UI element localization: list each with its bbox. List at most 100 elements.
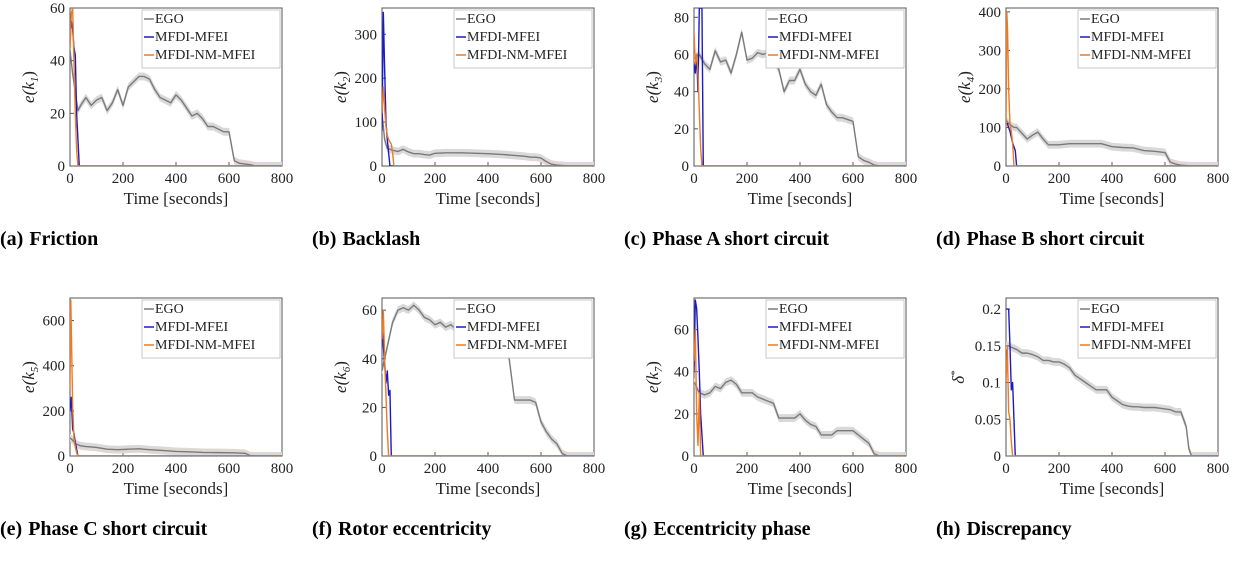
ego-confidence-band — [70, 46, 282, 166]
subplot-c: 0 200 400 600 800 0 20 40 60 80 Time [seconds] e(k3… — [624, 0, 924, 275]
y-tick-label: 80 — [674, 10, 689, 26]
x-tick-label: 0 — [66, 461, 74, 477]
caption-text: Phase A short circuit — [652, 228, 830, 250]
y-axis-label: e(k3) — [643, 71, 665, 103]
legend-label: MFDI-NM-MFEI — [1091, 48, 1192, 63]
ego-confidence-band — [694, 28, 906, 166]
y-tick-label: 60 — [674, 323, 689, 339]
x-tick-label: 0 — [66, 171, 74, 187]
x-axis-label: Time [seconds] — [436, 479, 541, 498]
caption-label: (h) — [936, 518, 961, 540]
y-tick-label: 0.1 — [982, 376, 1001, 392]
x-axis-label: Time [seconds] — [1060, 189, 1165, 208]
legend-label: MFDI-NM-MFEI — [467, 48, 568, 63]
y-tick-label: 0.2 — [982, 302, 1001, 318]
series-line-mfdi-nm-mfei — [382, 86, 594, 166]
series-group — [694, 8, 906, 166]
x-tick-label: 600 — [218, 461, 241, 477]
legend-label: EGO — [1091, 12, 1120, 27]
x-tick-label: 200 — [1048, 461, 1071, 477]
subplot-caption: (g) Eccentricity phase — [624, 518, 924, 541]
legend-box — [141, 9, 281, 69]
subplot-b: 0 200 400 600 800 0 100 200 300 Time [seconds] e(k… — [312, 0, 612, 275]
subplot-h: 0 200 400 600 800 0 0.05 0.1 0.15 0.2 Time [second… — [936, 290, 1236, 565]
y-tick-label: 400 — [43, 359, 66, 375]
series-line-mfdi-nm-mfei — [1006, 345, 1218, 456]
x-tick-label: 400 — [1101, 171, 1124, 187]
legend-box — [1077, 9, 1217, 69]
y-tick-label: 0 — [682, 159, 690, 175]
series-line-ego — [694, 31, 906, 166]
x-tick-label: 400 — [1101, 461, 1124, 477]
y-tick-label: 20 — [50, 106, 65, 122]
x-tick-label: 800 — [895, 171, 918, 187]
ego-confidence-band — [1006, 115, 1218, 166]
x-tick-label: 600 — [842, 461, 865, 477]
caption-text: Discrepancy — [966, 518, 1072, 540]
y-axis-label: e(k6) — [331, 361, 353, 393]
x-tick-label: 200 — [424, 171, 447, 187]
series-group — [1006, 11, 1218, 166]
y-tick-label: 300 — [355, 27, 378, 43]
x-tick-label: 400 — [477, 171, 500, 187]
series-line-mfdi-mfei — [70, 20, 282, 166]
subplot-f: 0 200 400 600 800 0 20 40 60 Time [seconds] e(k6) E… — [312, 290, 612, 565]
y-axis-label: e(k4) — [955, 71, 977, 103]
series-line-mfdi-nm-mfei — [694, 32, 906, 166]
legend-label: MFDI-MFEI — [779, 320, 852, 335]
y-tick-label: 40 — [362, 352, 377, 368]
series-line-mfdi-nm-mfei — [694, 328, 906, 456]
caption-text: Phase B short circuit — [966, 228, 1145, 250]
y-tick-label: 300 — [979, 43, 1002, 59]
y-axis-label: e(k5) — [19, 361, 41, 393]
x-tick-label: 0 — [378, 461, 386, 477]
chart-svg: 0 200 400 600 800 0 20 40 60 Time [seconds] e(k1) E… — [19, 1, 293, 208]
caption-label: (g) — [624, 518, 648, 540]
legend-label: MFDI-NM-MFEI — [779, 48, 880, 63]
subplot-caption: (h) Discrepancy — [936, 518, 1236, 541]
chart-svg: 0 200 400 600 800 0 100 200 300 400 Time [seconds]… — [955, 5, 1229, 208]
legend-label: MFDI-MFEI — [1091, 30, 1164, 45]
x-tick-label: 200 — [1048, 171, 1071, 187]
chart-svg: 0 200 400 600 800 0 20 40 60 Time [seconds] e(k6) E… — [331, 297, 605, 498]
legend-box — [453, 299, 593, 359]
x-axis-label: Time [seconds] — [748, 189, 853, 208]
legend-box — [765, 299, 905, 359]
y-tick-label: 20 — [674, 407, 689, 423]
x-axis-label: Time [seconds] — [436, 189, 541, 208]
series-line-mfdi-nm-mfei — [70, 8, 282, 166]
legend-label: EGO — [779, 12, 808, 27]
series-line-ego — [1006, 119, 1218, 166]
caption-text: Rotor eccentricity — [337, 518, 492, 540]
legend-label: MFDI-MFEI — [467, 320, 540, 335]
y-tick-label: 0 — [682, 449, 690, 465]
chart-svg: 0 200 400 600 800 0 0.05 0.1 0.15 0.2 Time [second… — [949, 297, 1229, 498]
x-tick-label: 400 — [789, 171, 812, 187]
series-line-mfdi-nm-mfei — [1006, 11, 1218, 166]
ego-confidence-band — [70, 433, 282, 456]
legend-box — [1077, 299, 1217, 359]
x-tick-label: 200 — [736, 171, 759, 187]
y-tick-label: 60 — [362, 303, 377, 319]
y-tick-label: 40 — [674, 365, 689, 381]
x-tick-label: 0 — [378, 171, 386, 187]
y-axis-label: δ* — [949, 370, 968, 383]
y-tick-label: 0 — [994, 159, 1002, 175]
y-tick-label: 100 — [979, 120, 1002, 136]
series-line-ego — [1006, 345, 1218, 456]
legend-label: MFDI-NM-MFEI — [1091, 338, 1192, 353]
series-line-ego — [70, 437, 282, 456]
chart-svg: 0 200 400 600 800 0 200 400 600 Time [seconds] e(k… — [19, 297, 293, 498]
caption-label: (f) — [312, 518, 332, 540]
subplot-caption: (f) Rotor eccentricity — [312, 518, 612, 541]
subplot-g: 0 200 400 600 800 0 20 40 60 Time [seconds] e(k7) E… — [624, 290, 924, 565]
y-tick-label: 0 — [370, 449, 378, 465]
subplot-d: 0 200 400 600 800 0 100 200 300 400 Time [seconds]… — [936, 0, 1236, 275]
x-tick-label: 400 — [789, 461, 812, 477]
y-tick-label: 0.15 — [975, 339, 1001, 355]
subplot-e: 0 200 400 600 800 0 200 400 600 Time [seconds] e(k… — [0, 290, 300, 565]
legend-box — [765, 9, 905, 69]
y-tick-label: 100 — [355, 115, 378, 131]
series-line-ego — [382, 113, 594, 166]
series-group — [70, 8, 282, 166]
